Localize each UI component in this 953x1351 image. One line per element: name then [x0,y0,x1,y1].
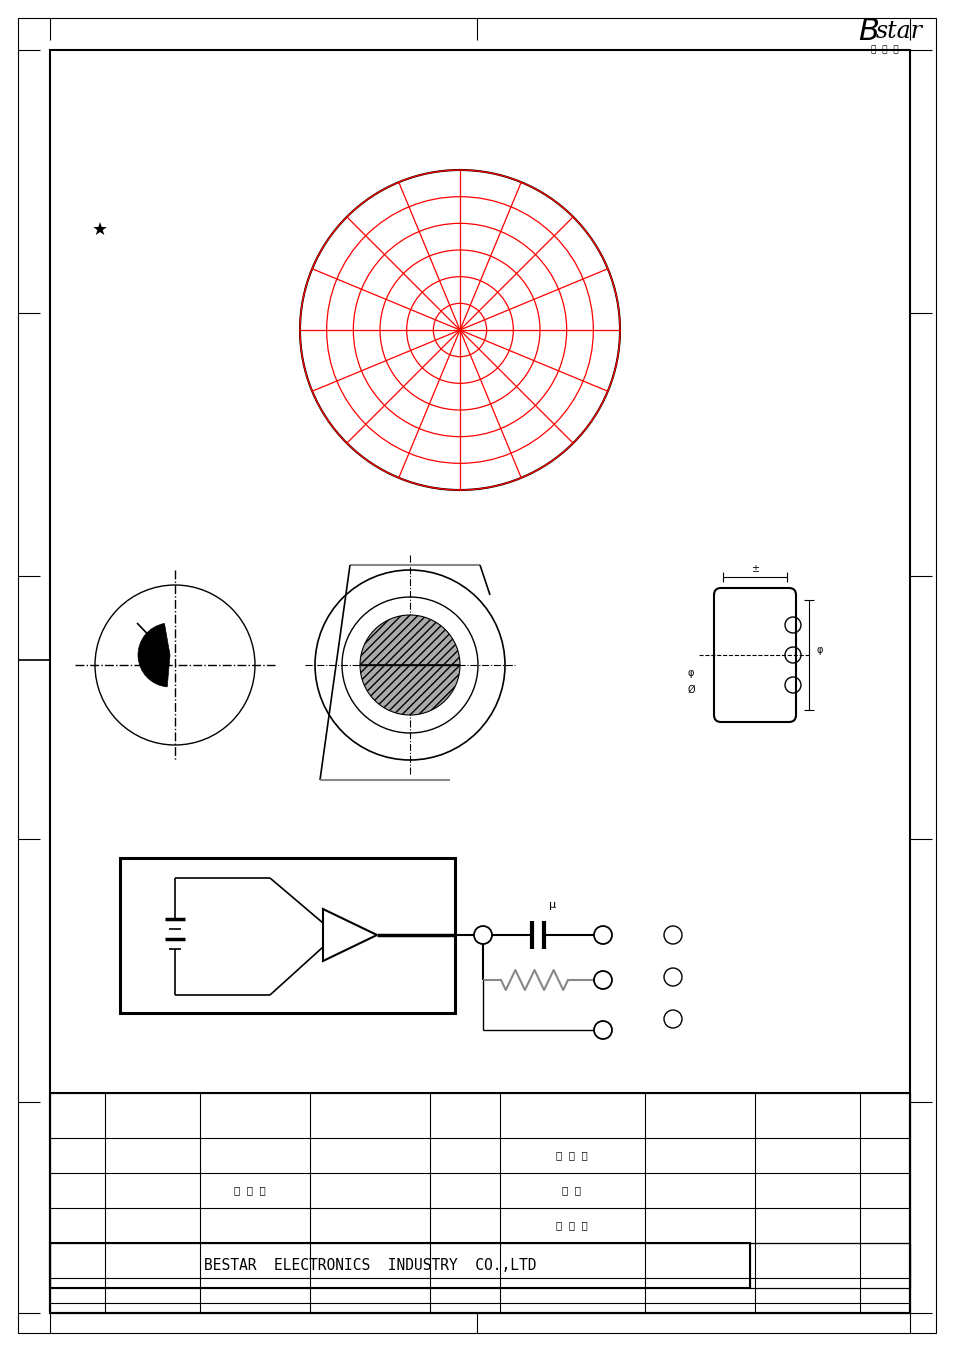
Text: BESTAR  ELECTRONICS  INDUSTRY  CO.,LTD: BESTAR ELECTRONICS INDUSTRY CO.,LTD [204,1258,536,1273]
Text: star: star [875,20,923,43]
Text: μ: μ [549,900,556,911]
Text: ★: ★ [91,222,108,239]
Bar [50,1243,909,1288]
Bar [120,858,455,1013]
Text: ±: ± [750,563,759,574]
Text: $\mathit{B}$: $\mathit{B}$ [857,18,878,46]
Text: 李  红  元: 李 红 元 [556,1220,587,1229]
Bar [749,1243,909,1288]
Text: Ø: Ø [686,685,694,694]
Text: 博  士  达: 博 士 达 [870,46,898,54]
Bar [50,1243,749,1288]
Wedge shape [138,623,170,686]
Bar [50,1093,909,1313]
Wedge shape [359,615,459,665]
Text: 王  焕  换: 王 焕 换 [233,1185,266,1196]
Text: 王  焕  换: 王 焕 换 [556,1150,587,1161]
Text: φ: φ [687,667,694,678]
Text: φ: φ [816,644,822,655]
Text: 徐  波: 徐 波 [562,1185,581,1196]
Wedge shape [359,665,459,715]
